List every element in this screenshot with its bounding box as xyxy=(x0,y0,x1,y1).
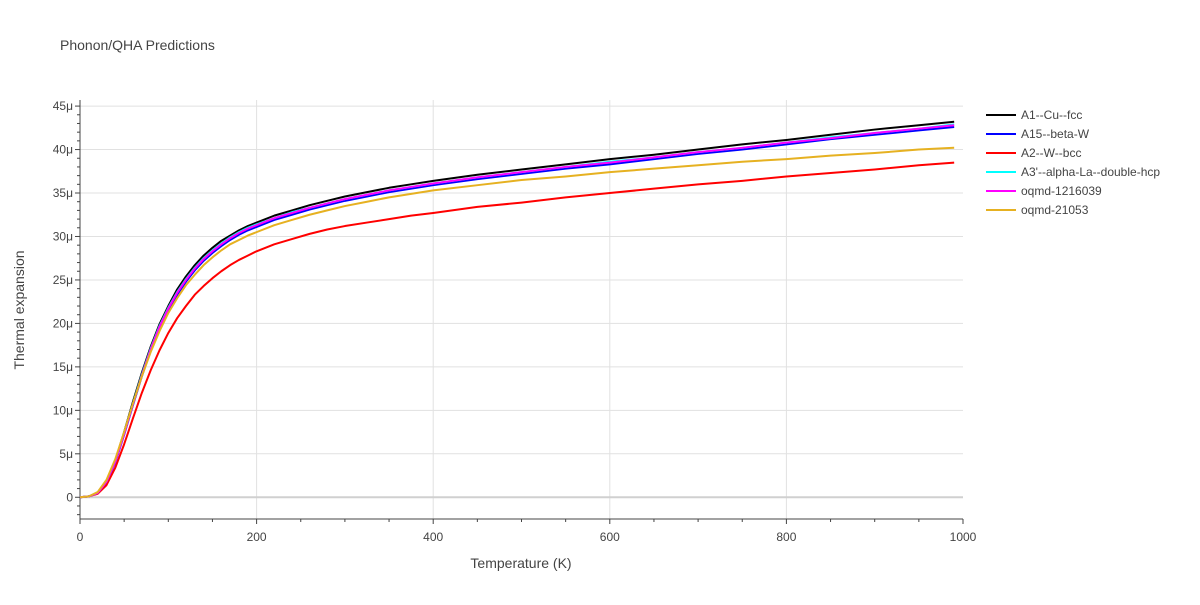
x-tick-label: 200 xyxy=(247,530,267,544)
series-line-1[interactable] xyxy=(79,125,955,499)
series-line-2[interactable] xyxy=(79,161,955,499)
x-axis-title: Temperature (K) xyxy=(470,555,571,571)
y-tick-label: 10μ xyxy=(53,403,73,417)
legend-item[interactable]: oqmd-21053 xyxy=(986,203,1089,217)
axes-layer: 0 200 400 600 800 1000 0 5μ 10μ 15μ 20μ 25μ 30μ 35μ 40… xyxy=(53,99,977,544)
series-layer[interactable] xyxy=(79,120,955,499)
x-tick-label: 800 xyxy=(776,530,796,544)
y-tick-label: 45μ xyxy=(53,99,73,113)
legend-label: A15--beta-W xyxy=(1021,127,1090,141)
legend-item[interactable]: A1--Cu--fcc xyxy=(986,108,1082,122)
x-tick-label: 1000 xyxy=(950,530,977,544)
legend[interactable]: A1--Cu--fcc A15--beta-W A2--W--bcc A3'--alp… xyxy=(986,108,1160,217)
y-tick-label: 40μ xyxy=(53,143,73,157)
grid-layer xyxy=(80,100,963,519)
y-tick-label: 15μ xyxy=(53,360,73,374)
legend-label: oqmd-1216039 xyxy=(1021,184,1102,198)
legend-item[interactable]: A2--W--bcc xyxy=(986,146,1081,160)
series-line-0[interactable] xyxy=(79,120,955,499)
x-tick-label: 600 xyxy=(600,530,620,544)
y-tick-label: 5μ xyxy=(59,447,73,461)
series-line-5[interactable] xyxy=(79,146,955,499)
legend-label: oqmd-21053 xyxy=(1021,203,1089,217)
y-axis-title: Thermal expansion xyxy=(11,250,27,369)
legend-item[interactable]: oqmd-1216039 xyxy=(986,184,1102,198)
legend-item[interactable]: A3'--alpha-La--double-hcp xyxy=(986,165,1160,179)
y-tick-label: 35μ xyxy=(53,186,73,200)
x-tick-label: 0 xyxy=(77,530,84,544)
y-tick-label: 0 xyxy=(66,490,73,504)
legend-item[interactable]: A15--beta-W xyxy=(986,127,1090,141)
chart-title: Phonon/QHA Predictions xyxy=(60,37,215,53)
legend-label: A2--W--bcc xyxy=(1021,146,1081,160)
y-tick-label: 25μ xyxy=(53,273,73,287)
legend-label: A3'--alpha-La--double-hcp xyxy=(1021,165,1160,179)
y-tick-label: 30μ xyxy=(53,229,73,243)
legend-label: A1--Cu--fcc xyxy=(1021,108,1082,122)
y-tick-label: 20μ xyxy=(53,316,73,330)
x-tick-label: 400 xyxy=(423,530,443,544)
